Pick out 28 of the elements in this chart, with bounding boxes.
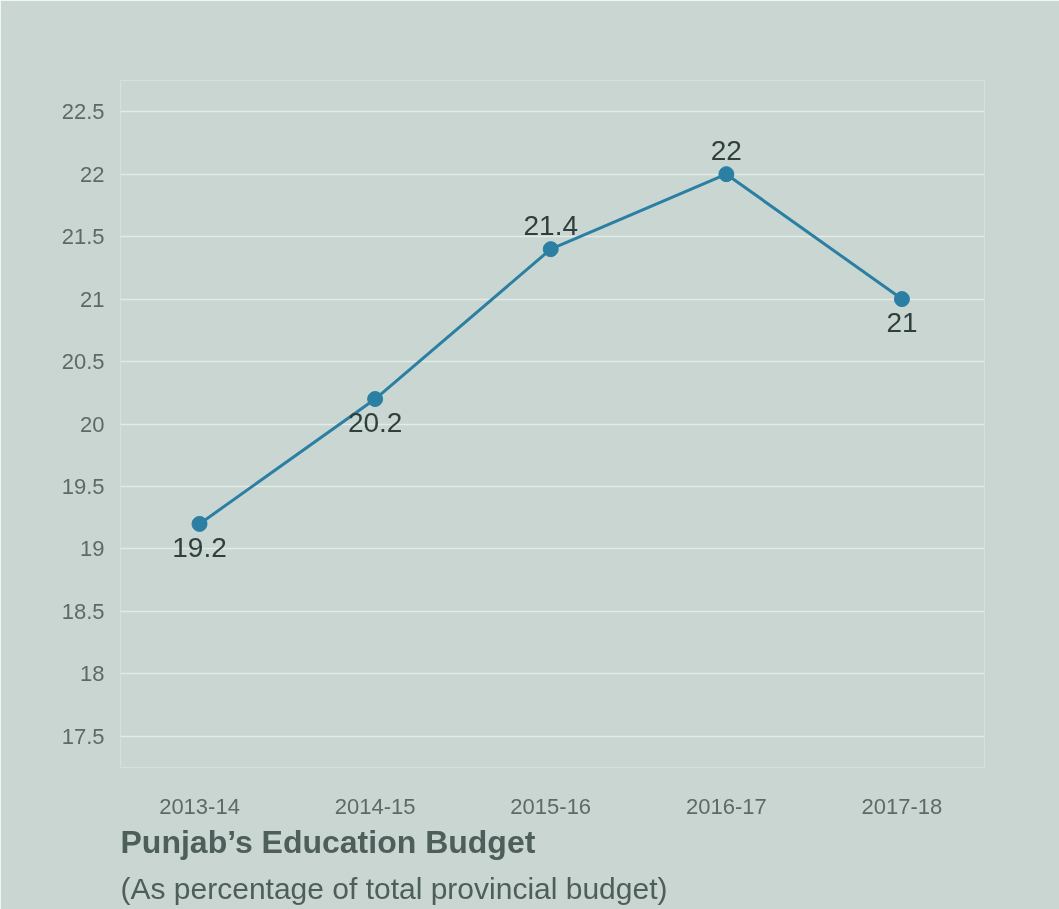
- data-label: 22: [710, 135, 742, 167]
- x-tick-label: 2014-15: [334, 793, 416, 819]
- y-tick-label: 22: [80, 161, 105, 187]
- y-tick-label: 21: [80, 286, 105, 312]
- y-tick-label: 18: [80, 661, 105, 687]
- x-tick-label: 2017-18: [861, 793, 943, 819]
- x-tick-label: 2015-16: [510, 793, 592, 819]
- y-tick-label: 19: [80, 536, 105, 562]
- y-tick-label: 17.5: [61, 723, 105, 749]
- data-label: 19.2: [172, 531, 227, 563]
- x-tick-label: 2013-14: [159, 793, 240, 819]
- y-tick-label: 20: [80, 411, 105, 437]
- y-tick-label: 20.5: [61, 349, 105, 375]
- y-tick-label: 18.5: [61, 598, 105, 624]
- x-tick-label: 2016-17: [685, 793, 767, 819]
- data-label: 20.2: [347, 407, 403, 439]
- point: [367, 391, 384, 407]
- point: [542, 241, 559, 258]
- point: [893, 291, 910, 308]
- data-label: 21.4: [523, 210, 578, 242]
- y-tick-label: 19.5: [61, 473, 105, 499]
- y-tick-label: 22.5: [61, 99, 105, 125]
- text: (As percentage of total provincial budget): [120, 871, 668, 905]
- data-label: 21: [886, 307, 918, 339]
- point: [718, 166, 735, 183]
- point: [191, 515, 208, 532]
- y-tick-label: 21.5: [61, 224, 105, 250]
- text: Punjab’s Education Budget: [120, 823, 536, 860]
